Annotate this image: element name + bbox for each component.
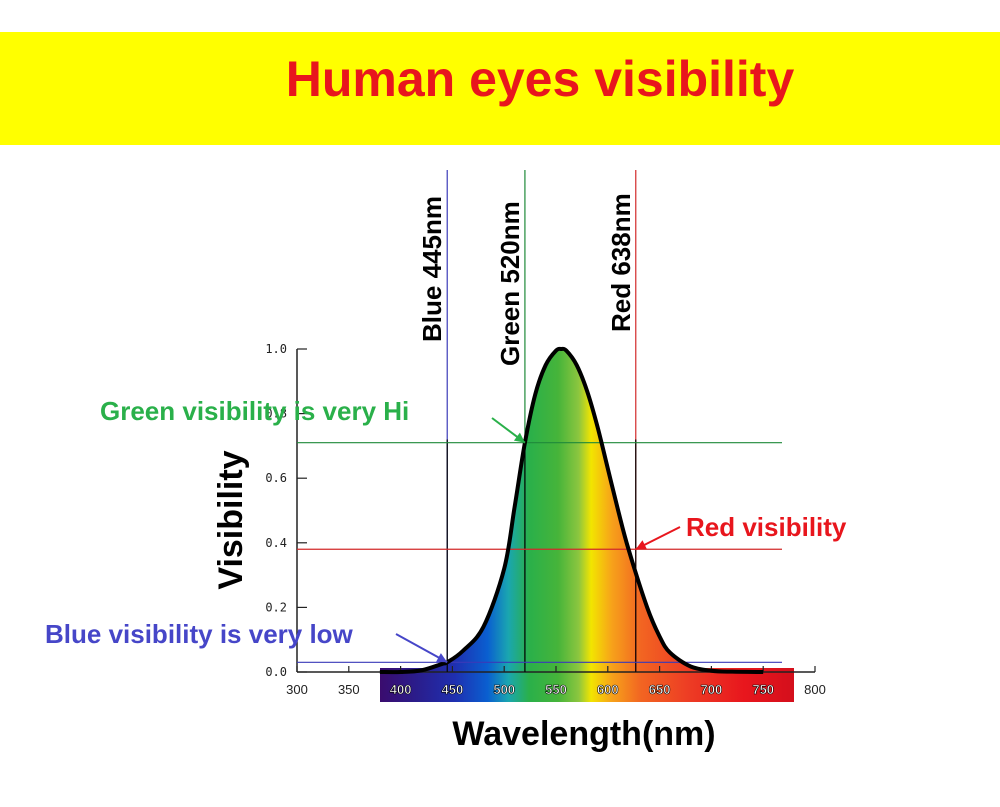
y-tick-label: 1.0	[265, 342, 287, 356]
y-tick-label: 0.2	[265, 600, 287, 614]
visibility-curve	[379, 346, 764, 675]
y-tick-label: 0.4	[265, 536, 287, 550]
annotation-label: Green visibility is very Hi	[100, 396, 409, 426]
wavelength-label: Blue 445nm	[417, 196, 447, 342]
annotation-label: Red visibility	[686, 512, 847, 542]
page-title: Human eyes visibility	[285, 51, 795, 107]
reference-lines	[297, 170, 782, 672]
x-axis-ticks: 300 350 400 450 500 550 600 650 700 750 800	[286, 666, 826, 697]
y-tick-label: 0.8	[265, 407, 287, 421]
wavelength-label: Red 638nm	[606, 193, 636, 332]
x-tick-label: 650	[649, 682, 671, 697]
annotation-label: Blue visibility is very low	[45, 619, 354, 649]
x-tick-label: 600	[597, 682, 619, 697]
annotations: Green visibility is very Hi Red visibilit…	[45, 396, 847, 664]
arrow-head-icon	[436, 653, 448, 663]
x-tick-label: 300	[286, 682, 308, 697]
x-tick-label: 800	[804, 682, 826, 697]
arrow-head-icon	[635, 540, 647, 550]
x-tick-label: 700	[701, 682, 723, 697]
x-tick-label: 500	[493, 682, 515, 697]
x-tick-label: 400	[390, 682, 412, 697]
spectrum-bar	[380, 668, 794, 702]
y-axis-label: Visibility	[212, 450, 250, 589]
title-banner	[0, 32, 1000, 145]
x-tick-label: 450	[442, 682, 464, 697]
wavelength-label: Green 520nm	[495, 201, 525, 366]
x-tick-label: 550	[545, 682, 567, 697]
arrow-head-icon	[513, 432, 525, 443]
y-tick-label: 0.0	[265, 665, 287, 679]
y-tick-label: 0.6	[265, 471, 287, 485]
wavelength-labels: Blue 445nm Green 520nm Red 638nm	[417, 193, 636, 366]
x-tick-label: 350	[338, 682, 360, 697]
y-axis-ticks: 0.0 0.2 0.4 0.6 0.8 1.0	[265, 342, 307, 679]
x-tick-label: 750	[752, 682, 774, 697]
x-axis-label: Wavelength(nm)	[452, 715, 715, 753]
